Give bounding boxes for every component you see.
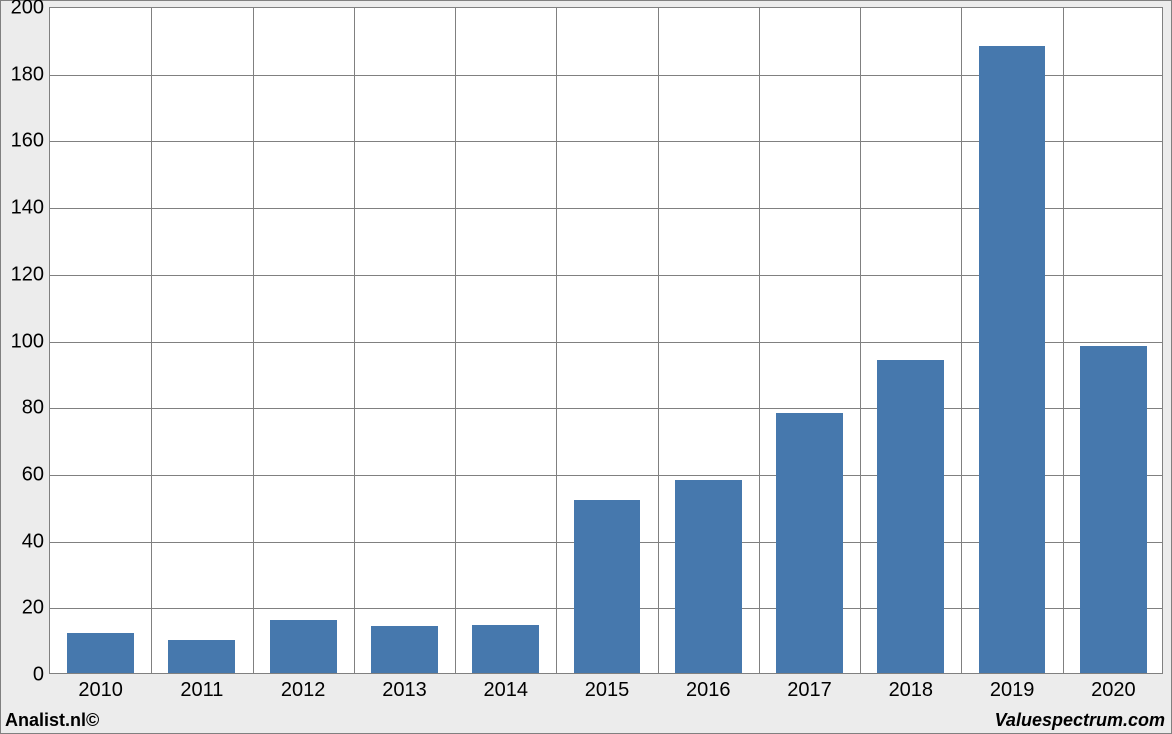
gridline-v: [658, 8, 659, 673]
bar: [67, 633, 134, 673]
y-tick-label: 0: [33, 664, 50, 687]
y-tick-label: 40: [22, 530, 50, 553]
gridline-v: [151, 8, 152, 673]
y-tick-label: 100: [11, 330, 50, 353]
footer-right: Valuespectrum.com: [995, 710, 1165, 731]
y-tick-label: 80: [22, 397, 50, 420]
bar: [574, 500, 641, 673]
chart-frame: 0 20 40 60 80 100 120 140 160 180 200 2010 2011 2012 2…: [0, 0, 1172, 734]
bar: [877, 360, 944, 673]
x-tick-label: 2017: [787, 673, 832, 702]
x-tick-label: 2019: [990, 673, 1035, 702]
x-tick-label: 2016: [686, 673, 731, 702]
x-tick-label: 2012: [281, 673, 326, 702]
x-tick-label: 2020: [1091, 673, 1136, 702]
x-tick-label: 2018: [889, 673, 934, 702]
bar: [270, 620, 337, 673]
bar: [776, 413, 843, 673]
x-tick-label: 2011: [180, 673, 223, 702]
x-tick-label: 2014: [483, 673, 528, 702]
bar: [472, 625, 539, 673]
x-tick-label: 2010: [78, 673, 123, 702]
y-tick-label: 140: [11, 197, 50, 220]
y-tick-label: 160: [11, 130, 50, 153]
plot-area: 0204060801001201401601802002010201120122…: [49, 7, 1163, 674]
bar: [979, 46, 1046, 673]
bar: [1080, 346, 1147, 673]
x-tick-label: 2013: [382, 673, 427, 702]
bar: [371, 626, 438, 673]
y-tick-label: 200: [11, 0, 50, 20]
gridline-v: [455, 8, 456, 673]
x-tick-label: 2015: [585, 673, 630, 702]
gridline-v: [759, 8, 760, 673]
gridline-v: [961, 8, 962, 673]
y-tick-label: 60: [22, 463, 50, 486]
gridline-v: [860, 8, 861, 673]
gridline-v: [253, 8, 254, 673]
gridline-v: [556, 8, 557, 673]
footer-left: Analist.nl©: [5, 710, 99, 731]
y-tick-label: 120: [11, 263, 50, 286]
bar: [168, 640, 235, 673]
y-tick-label: 180: [11, 63, 50, 86]
gridline-v: [354, 8, 355, 673]
y-tick-label: 20: [22, 597, 50, 620]
bar: [675, 480, 742, 673]
gridline-v: [1063, 8, 1064, 673]
